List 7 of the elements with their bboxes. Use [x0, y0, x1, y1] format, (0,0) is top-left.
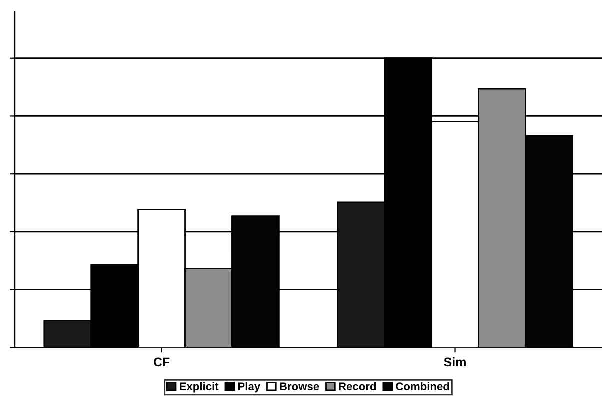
legend-label: Record	[339, 382, 376, 391]
legend-label: Explicit	[180, 382, 219, 393]
legend-label: Combined	[396, 382, 450, 391]
legend-label: Play	[238, 382, 261, 393]
x-tick-label: Sim	[444, 357, 466, 367]
legend-label: Browse	[280, 382, 320, 391]
x-tick-label: CF	[154, 358, 170, 367]
